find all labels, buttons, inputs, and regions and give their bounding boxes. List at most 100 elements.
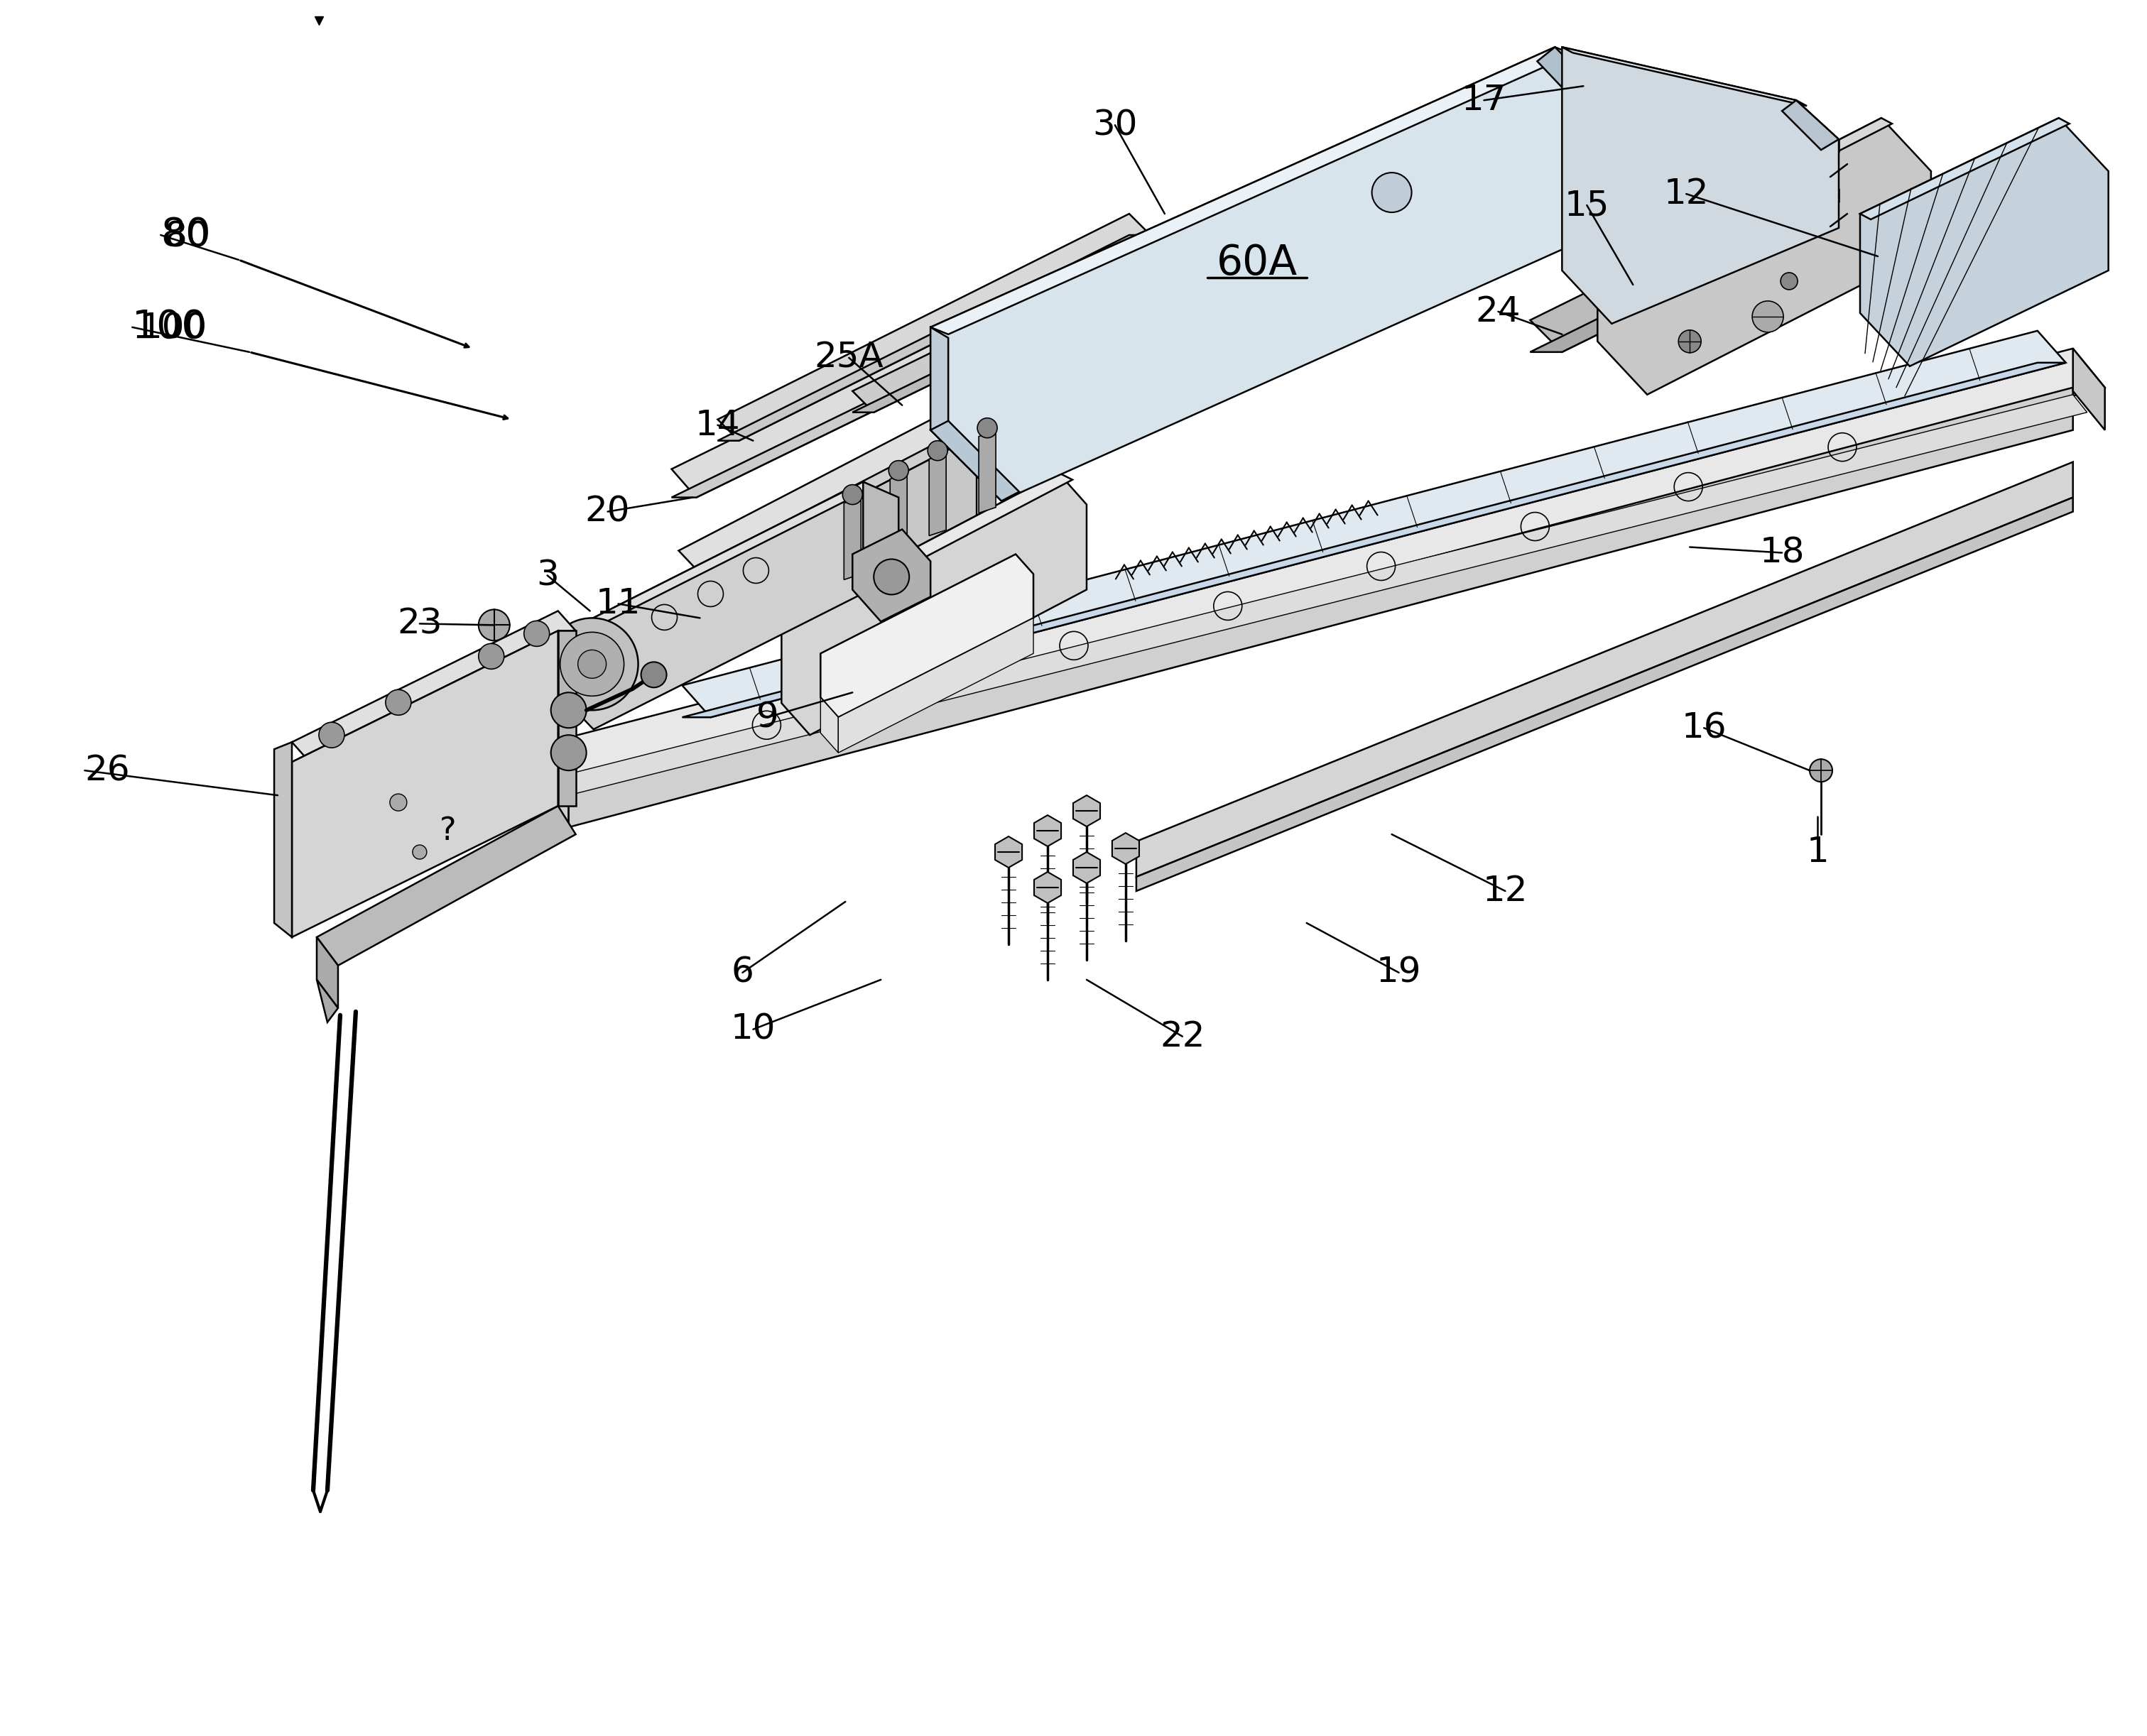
Text: 18: 18 bbox=[1758, 536, 1806, 569]
Text: 25A: 25A bbox=[814, 340, 885, 375]
Circle shape bbox=[1810, 759, 1831, 781]
Circle shape bbox=[889, 460, 908, 481]
Polygon shape bbox=[1537, 47, 1625, 132]
Polygon shape bbox=[1035, 816, 1061, 847]
Polygon shape bbox=[704, 436, 977, 661]
Text: 60A: 60A bbox=[1217, 243, 1297, 283]
Polygon shape bbox=[292, 611, 575, 762]
Text: 15: 15 bbox=[1565, 187, 1610, 222]
Polygon shape bbox=[678, 408, 977, 576]
Polygon shape bbox=[1035, 871, 1061, 903]
Text: 23: 23 bbox=[397, 606, 442, 641]
Polygon shape bbox=[930, 47, 1625, 502]
Polygon shape bbox=[820, 698, 837, 753]
Polygon shape bbox=[683, 332, 2065, 717]
Polygon shape bbox=[979, 431, 996, 514]
Polygon shape bbox=[844, 498, 861, 580]
Polygon shape bbox=[1859, 118, 2108, 366]
Polygon shape bbox=[275, 741, 292, 937]
Circle shape bbox=[928, 441, 947, 460]
Text: 20: 20 bbox=[586, 495, 631, 529]
Polygon shape bbox=[852, 267, 1172, 413]
Circle shape bbox=[560, 632, 625, 696]
Polygon shape bbox=[863, 483, 900, 575]
Circle shape bbox=[642, 661, 666, 687]
Polygon shape bbox=[678, 436, 977, 576]
Text: 100: 100 bbox=[133, 307, 208, 347]
Polygon shape bbox=[930, 453, 947, 536]
Polygon shape bbox=[1563, 47, 1838, 323]
Polygon shape bbox=[930, 47, 1574, 335]
Polygon shape bbox=[558, 483, 900, 729]
Circle shape bbox=[391, 793, 408, 811]
Circle shape bbox=[524, 621, 550, 646]
Polygon shape bbox=[554, 394, 2087, 795]
Polygon shape bbox=[852, 247, 1172, 413]
Circle shape bbox=[320, 722, 344, 748]
Polygon shape bbox=[1112, 833, 1140, 865]
Polygon shape bbox=[558, 630, 575, 806]
Circle shape bbox=[552, 734, 586, 771]
Text: 6: 6 bbox=[732, 955, 754, 990]
Circle shape bbox=[1780, 273, 1797, 290]
Polygon shape bbox=[318, 806, 575, 965]
Polygon shape bbox=[558, 483, 874, 641]
Polygon shape bbox=[1597, 118, 1892, 269]
Circle shape bbox=[1679, 330, 1700, 352]
Polygon shape bbox=[782, 472, 1074, 625]
Circle shape bbox=[545, 618, 638, 710]
Polygon shape bbox=[891, 474, 906, 556]
Text: 22: 22 bbox=[1159, 1019, 1204, 1054]
Circle shape bbox=[842, 484, 863, 505]
Polygon shape bbox=[1074, 852, 1099, 884]
Polygon shape bbox=[852, 529, 930, 621]
Text: 9: 9 bbox=[756, 700, 779, 734]
Text: 19: 19 bbox=[1376, 955, 1421, 990]
Circle shape bbox=[386, 689, 410, 715]
Circle shape bbox=[578, 649, 605, 679]
Polygon shape bbox=[820, 554, 1033, 717]
Circle shape bbox=[1752, 300, 1784, 332]
Polygon shape bbox=[994, 837, 1022, 868]
Polygon shape bbox=[1859, 118, 2070, 219]
Text: 14: 14 bbox=[696, 408, 741, 443]
Text: 10: 10 bbox=[730, 1012, 775, 1047]
Polygon shape bbox=[1531, 224, 1821, 352]
Polygon shape bbox=[292, 630, 575, 762]
Circle shape bbox=[412, 845, 427, 859]
Circle shape bbox=[874, 559, 908, 595]
Text: 24: 24 bbox=[1475, 295, 1520, 328]
Circle shape bbox=[977, 418, 996, 437]
Polygon shape bbox=[683, 363, 2065, 717]
Polygon shape bbox=[1597, 118, 1930, 394]
Polygon shape bbox=[1531, 193, 1821, 352]
Circle shape bbox=[1372, 172, 1411, 212]
Circle shape bbox=[479, 609, 509, 641]
Text: 16: 16 bbox=[1681, 710, 1726, 745]
Polygon shape bbox=[782, 472, 1086, 734]
Polygon shape bbox=[672, 234, 1179, 498]
Polygon shape bbox=[292, 630, 558, 937]
Text: 1: 1 bbox=[1806, 835, 1829, 870]
Polygon shape bbox=[2072, 349, 2104, 431]
Text: 11: 11 bbox=[595, 587, 640, 621]
Polygon shape bbox=[672, 262, 1179, 498]
Polygon shape bbox=[1782, 101, 1838, 149]
Text: 30: 30 bbox=[1093, 108, 1138, 142]
Text: 12: 12 bbox=[1664, 177, 1709, 212]
Polygon shape bbox=[717, 234, 1151, 441]
Text: 26: 26 bbox=[84, 753, 131, 788]
Polygon shape bbox=[1136, 462, 2072, 877]
Circle shape bbox=[552, 693, 586, 727]
Text: 12: 12 bbox=[1484, 873, 1529, 908]
Polygon shape bbox=[930, 420, 1020, 502]
Text: 3: 3 bbox=[537, 559, 558, 592]
Text: ?: ? bbox=[440, 816, 457, 845]
Polygon shape bbox=[1074, 795, 1099, 826]
Text: 80: 80 bbox=[161, 215, 210, 253]
Polygon shape bbox=[318, 979, 337, 1023]
Polygon shape bbox=[930, 326, 949, 441]
Text: 80: 80 bbox=[163, 219, 208, 253]
Polygon shape bbox=[1136, 498, 2072, 891]
Polygon shape bbox=[537, 746, 569, 828]
